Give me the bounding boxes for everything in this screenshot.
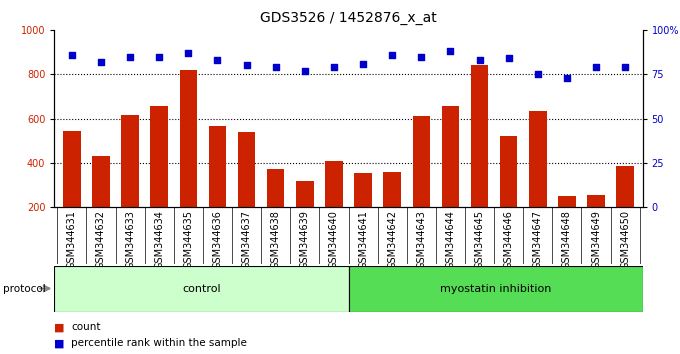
Bar [267,170,284,251]
Point [387,52,398,58]
Bar [121,115,139,251]
Bar [413,116,430,251]
Point [416,54,427,59]
Bar [384,172,401,251]
Text: GSM344649: GSM344649 [591,210,601,269]
Point [619,64,630,70]
Point [328,64,339,70]
Point [212,57,223,63]
Bar [63,131,81,251]
Text: GSM344637: GSM344637 [241,210,252,269]
Text: GSM344635: GSM344635 [184,210,193,269]
Point [445,48,456,54]
Text: GSM344641: GSM344641 [358,210,368,269]
Text: myostatin inhibition: myostatin inhibition [440,284,551,293]
Bar [558,196,576,251]
Text: GDS3526 / 1452876_x_at: GDS3526 / 1452876_x_at [260,11,437,25]
Bar [442,107,459,251]
Text: GSM344632: GSM344632 [96,210,106,269]
Bar [54,266,348,312]
Point [67,52,78,58]
Text: GSM344633: GSM344633 [125,210,135,269]
Text: GSM344647: GSM344647 [532,210,543,269]
Text: GSM344638: GSM344638 [271,210,281,269]
Text: GSM344634: GSM344634 [154,210,165,269]
Text: ■: ■ [54,338,65,348]
Point [124,54,135,59]
Text: GSM344631: GSM344631 [67,210,77,269]
Point [96,59,107,65]
Bar [92,156,109,251]
Text: GSM344646: GSM344646 [504,210,513,269]
Bar [588,195,605,251]
Point [590,64,601,70]
Bar [348,266,643,312]
Point [299,68,310,74]
Point [358,61,369,67]
Text: GSM344645: GSM344645 [475,210,485,269]
Text: GSM344650: GSM344650 [620,210,630,269]
Point [154,54,165,59]
Bar [616,166,634,251]
Point [474,57,485,63]
Text: GSM344636: GSM344636 [212,210,222,269]
Point [183,50,194,56]
Point [562,75,573,81]
Text: control: control [182,284,221,293]
Bar [209,126,226,251]
Bar [296,181,313,251]
Bar [529,111,547,251]
Text: GSM344644: GSM344644 [445,210,456,269]
Bar [325,161,343,251]
Bar [354,173,372,251]
Text: GSM344642: GSM344642 [387,210,397,269]
Point [270,64,281,70]
Text: GSM344648: GSM344648 [562,210,572,269]
Bar [150,107,168,251]
Text: GSM344643: GSM344643 [416,210,426,269]
Bar [238,132,255,251]
Text: percentile rank within the sample: percentile rank within the sample [71,338,248,348]
Text: GSM344640: GSM344640 [329,210,339,269]
Bar [180,70,197,251]
Bar [471,65,488,251]
Point [532,72,543,77]
Bar [500,136,517,251]
Point [241,63,252,68]
Text: protocol: protocol [3,284,46,293]
Text: ■: ■ [54,322,65,332]
Text: GSM344639: GSM344639 [300,210,310,269]
Point [503,56,514,61]
Text: count: count [71,322,101,332]
